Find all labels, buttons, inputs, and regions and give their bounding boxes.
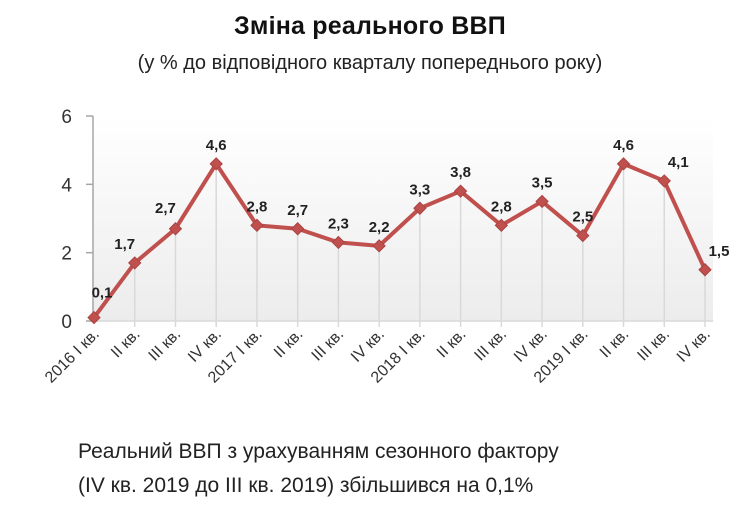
data-point-marker	[616, 157, 631, 171]
data-value-label: 1,7	[114, 236, 135, 253]
plot-area	[93, 116, 713, 321]
data-point-marker	[87, 310, 101, 325]
x-category-label: IV кв.	[674, 326, 714, 366]
data-value-label: 3,5	[532, 174, 553, 191]
data-markers	[87, 157, 712, 325]
data-value-label: 0,1	[92, 285, 113, 302]
data-value-label: 2,5	[572, 209, 593, 226]
x-category-label: II кв.	[271, 326, 307, 362]
data-value-label: 4,1	[668, 154, 689, 171]
data-point-marker	[209, 157, 223, 171]
y-tick-label: 4	[61, 175, 72, 196]
x-axis-labels: 2016 I кв. II кв. III кв. IV кв.2017 I кв. I…	[42, 326, 714, 387]
data-value-label: 4,6	[206, 137, 227, 154]
axes	[92, 116, 713, 322]
gridlines	[133, 163, 706, 327]
x-category-label: II кв.	[597, 326, 633, 362]
chart-subtitle: (у % до відповідного кварталу попередньо…	[137, 52, 603, 74]
data-value-label: 3,3	[409, 181, 430, 198]
data-point-marker	[331, 235, 346, 250]
data-value-label: 2,7	[287, 202, 308, 219]
data-value-label: 1,5	[709, 243, 730, 260]
data-value-label: 2,3	[328, 215, 349, 232]
data-value-label: 3,8	[450, 164, 471, 181]
y-tick-label: 0	[61, 312, 72, 333]
data-value-label: 2,7	[155, 200, 176, 217]
data-point-marker	[494, 218, 509, 233]
data-point-marker	[657, 174, 671, 188]
chart-title: Зміна реального ВВП	[234, 12, 506, 40]
data-point-marker	[576, 228, 590, 243]
data-value-label: 4,6	[613, 137, 634, 154]
y-tick-label: 2	[61, 244, 72, 265]
gdp-series-line	[92, 161, 707, 319]
footnote-line-2: (IV кв. 2019 до III кв. 2019) збільшився…	[78, 474, 534, 497]
x-category-label: III кв.	[309, 326, 348, 365]
data-point-marker	[250, 218, 264, 233]
x-category-label: 2016 I кв.	[42, 326, 103, 387]
data-point-marker	[168, 222, 183, 236]
data-point-marker	[535, 194, 549, 209]
x-category-label: III кв.	[146, 326, 185, 365]
data-point-marker	[128, 256, 142, 270]
data-labels: 0,1 1,7 2,7 4,6 2,8 2,7 2,3 2,2 3,3 3,8 2,8 3,5 2,5 4…	[92, 137, 730, 302]
x-category-label: II кв.	[434, 326, 470, 362]
footnote: Реальний ВВП з урахуванням сезонного фак…	[78, 435, 559, 503]
data-value-label: 2,2	[369, 219, 390, 236]
footnote-line-1: Реальний ВВП з урахуванням сезонного фак…	[78, 440, 559, 463]
data-point-marker	[453, 184, 468, 198]
data-point-marker	[698, 263, 712, 277]
y-axis-ticks: 0 2 4 6	[61, 107, 93, 333]
x-category-label: II кв.	[108, 326, 144, 362]
y-tick-label: 6	[61, 107, 72, 128]
data-point-marker	[413, 201, 427, 215]
data-point-marker	[290, 222, 305, 236]
data-value-label: 2,8	[491, 198, 512, 215]
x-category-label: III кв.	[471, 326, 510, 365]
data-point-marker	[372, 239, 386, 253]
data-value-label: 2,8	[247, 198, 268, 215]
x-category-label: III кв.	[634, 326, 673, 365]
